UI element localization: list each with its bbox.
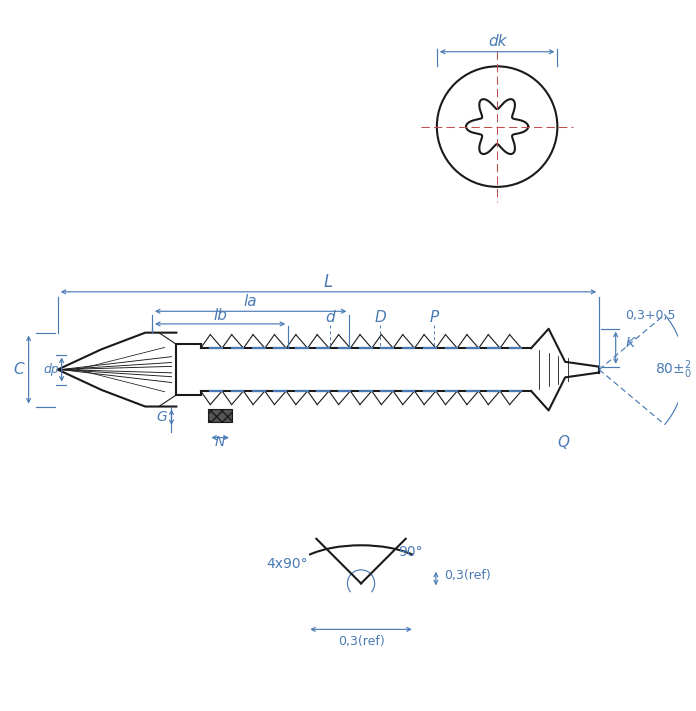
Text: 4x90°: 4x90° [266, 557, 308, 571]
Text: G: G [157, 410, 167, 424]
Text: 0,3(ref): 0,3(ref) [443, 570, 491, 582]
Text: 0,3+0,5: 0,3+0,5 [626, 309, 676, 321]
Text: P: P [429, 309, 438, 325]
Text: dp: dp [43, 363, 59, 376]
Text: la: la [244, 294, 258, 309]
Text: lb: lb [213, 308, 227, 323]
Text: C: C [14, 362, 24, 377]
Text: dk: dk [488, 33, 507, 48]
Text: N: N [215, 434, 226, 449]
Text: D: D [374, 309, 386, 325]
Text: d: d [325, 309, 335, 325]
Bar [208, 410, 232, 422]
Text: 90°: 90° [398, 545, 422, 560]
Text: K: K [626, 336, 635, 350]
Text: Q: Q [557, 435, 569, 450]
Text: 80$\pm^2_0$: 80$\pm^2_0$ [654, 358, 692, 381]
Text: 0,3(ref): 0,3(ref) [338, 634, 384, 648]
Text: L: L [324, 273, 333, 291]
